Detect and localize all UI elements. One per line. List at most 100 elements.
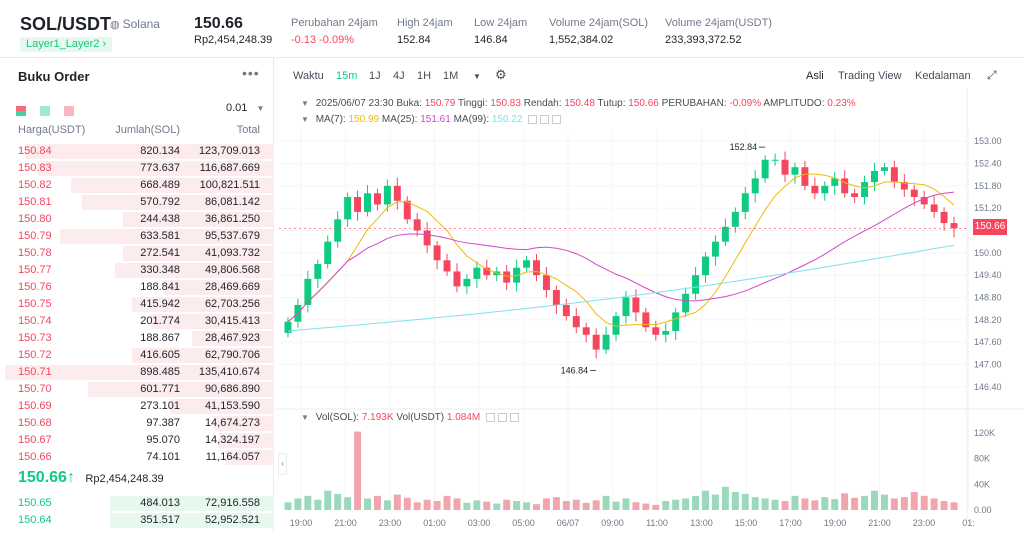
total-cell: 36,861.250 bbox=[204, 213, 260, 225]
collapse-icon[interactable]: ▼ bbox=[301, 99, 309, 108]
candle-body bbox=[443, 260, 451, 272]
legend-close-label: Tutup: bbox=[597, 98, 626, 109]
ask-row[interactable]: 150.76 188.841 28,469.669 bbox=[0, 279, 274, 296]
ask-row[interactable]: 150.78 272.541 41,093.732 bbox=[0, 245, 274, 262]
candle-body bbox=[751, 178, 759, 194]
legend-low: 150.48 bbox=[564, 98, 595, 109]
ask-row[interactable]: 150.77 330.348 49,806.568 bbox=[0, 262, 274, 279]
precision-select[interactable]: 0.01 ▼ bbox=[226, 102, 264, 114]
mode-buy-icon[interactable] bbox=[40, 105, 50, 116]
view-trading-view[interactable]: Trading View bbox=[838, 70, 902, 82]
candle-body bbox=[692, 275, 700, 294]
stat-value: 233,393,372.52 bbox=[665, 34, 742, 46]
collapse-icon[interactable]: ▼ bbox=[301, 413, 309, 422]
ask-row[interactable]: 150.75 415.942 62,703.256 bbox=[0, 296, 274, 313]
volume-tick: 120K bbox=[974, 428, 995, 438]
price-cell: 150.64 bbox=[18, 514, 52, 526]
volume-bar bbox=[493, 503, 501, 510]
pair-title[interactable]: SOL/USDT bbox=[20, 14, 112, 34]
ask-row[interactable]: 150.83 773.637 116,687.669 bbox=[0, 160, 274, 177]
ask-row[interactable]: 150.81 570.792 86,081.142 bbox=[0, 194, 274, 211]
ask-row[interactable]: 150.84 820.134 123,709.013 bbox=[0, 143, 274, 160]
volume-bar bbox=[721, 486, 729, 510]
ask-row[interactable]: 150.70 601.771 90,686.890 bbox=[0, 381, 274, 398]
candle-body bbox=[871, 170, 878, 183]
eye-icon[interactable] bbox=[528, 114, 538, 124]
ask-row[interactable]: 150.74 201.774 30,415.413 bbox=[0, 313, 274, 330]
ask-row[interactable]: 150.69 273.101 41,153.590 bbox=[0, 398, 274, 415]
total-cell: 62,703.256 bbox=[204, 298, 260, 310]
ask-row[interactable]: 150.67 95.070 14,324.197 bbox=[0, 432, 274, 449]
caret-down-icon[interactable]: ▼ bbox=[473, 72, 481, 81]
candle-body bbox=[771, 159, 779, 161]
candle-body bbox=[314, 264, 322, 279]
panel-collapse-icon[interactable]: ‹ bbox=[278, 453, 287, 475]
category-tag[interactable]: Layer1_Layer2 › bbox=[20, 37, 113, 52]
ticker-header: SOL/USDT ◍ Solana Layer1_Layer2 › 150.66 … bbox=[0, 0, 1024, 58]
view-asli[interactable]: Asli bbox=[806, 70, 824, 82]
total-cell: 11,164.057 bbox=[205, 451, 260, 463]
candle-body bbox=[721, 226, 729, 242]
mode-both-icon[interactable] bbox=[16, 105, 26, 116]
gear-icon[interactable]: ⚙ bbox=[495, 67, 507, 82]
expand-icon[interactable]: ⤢ bbox=[987, 68, 997, 82]
ask-row[interactable]: 150.82 668.489 100,821.511 bbox=[0, 177, 274, 194]
gear-icon[interactable] bbox=[498, 412, 508, 422]
tab-1m[interactable]: 1M bbox=[443, 70, 459, 82]
tab-waktu[interactable]: Waktu bbox=[293, 70, 324, 82]
price-tick: 147.00 bbox=[974, 360, 1002, 370]
volume-bar bbox=[662, 501, 670, 510]
collapse-icon[interactable]: ▼ bbox=[301, 115, 309, 124]
price-tick: 148.20 bbox=[974, 315, 1002, 325]
stat-volume-usdt: Volume 24jam(USDT) 233,393,372.52 bbox=[665, 17, 772, 46]
tab-1j[interactable]: 1J bbox=[369, 70, 381, 82]
ask-row[interactable]: 150.80 244.438 36,861.250 bbox=[0, 211, 274, 228]
ask-row[interactable]: 150.66 74.101 11,164.057 bbox=[0, 449, 274, 466]
candle-body bbox=[284, 321, 292, 333]
last-price-idr: Rp2,454,248.39 bbox=[194, 34, 273, 46]
depth-bar bbox=[131, 348, 274, 363]
price-tick: 151.80 bbox=[974, 181, 1002, 191]
close-icon[interactable] bbox=[510, 412, 520, 422]
candlestick-chart[interactable]: 153.00152.40151.80151.20150.60150.00149.… bbox=[275, 58, 1024, 533]
depth-bar bbox=[224, 450, 274, 465]
candle-body bbox=[334, 219, 342, 242]
total-cell: 14,324.197 bbox=[204, 434, 260, 446]
volume-bar bbox=[781, 501, 789, 510]
candle-body bbox=[930, 204, 938, 212]
price-cell: 150.69 bbox=[18, 400, 52, 412]
ma99-line bbox=[287, 244, 955, 332]
bid-row[interactable]: 150.64 351.517 52,952.521 bbox=[0, 512, 274, 529]
depth-bar bbox=[191, 331, 274, 346]
depth-bar bbox=[219, 433, 274, 448]
volume-bar bbox=[463, 502, 471, 510]
view-kedalaman[interactable]: Kedalaman bbox=[915, 70, 971, 82]
close-icon[interactable] bbox=[552, 114, 562, 124]
total-cell: 90,686.890 bbox=[204, 383, 260, 395]
mid-price-value: 150.66 bbox=[18, 469, 67, 486]
bid-row[interactable]: 150.65 484.013 72,916.558 bbox=[0, 495, 274, 512]
ask-row[interactable]: 150.68 97.387 14,674.273 bbox=[0, 415, 274, 432]
stat-label: High 24jam bbox=[397, 17, 453, 29]
total-cell: 52,952.521 bbox=[204, 514, 260, 526]
volume-bar bbox=[453, 498, 461, 510]
ask-row[interactable]: 150.73 188.867 28,467.923 bbox=[0, 330, 274, 347]
gear-icon[interactable] bbox=[540, 114, 550, 124]
mode-sell-icon[interactable] bbox=[64, 105, 74, 116]
depth-bar bbox=[5, 365, 274, 380]
tab-1h[interactable]: 1H bbox=[417, 70, 432, 82]
tab-15m[interactable]: 15m bbox=[336, 70, 358, 82]
time-tick: 15:00 bbox=[735, 518, 758, 528]
volume-bar bbox=[940, 501, 948, 510]
ask-row[interactable]: 150.72 416.605 62,790.706 bbox=[0, 347, 274, 364]
volume-bar bbox=[334, 493, 342, 510]
tab-4j[interactable]: 4J bbox=[393, 70, 405, 82]
ask-row[interactable]: 150.71 898.485 135,410.674 bbox=[0, 364, 274, 381]
depth-bar bbox=[82, 195, 274, 210]
ask-row[interactable]: 150.79 633.581 95,537.679 bbox=[0, 228, 274, 245]
more-icon[interactable]: ••• bbox=[242, 65, 260, 81]
eye-icon[interactable] bbox=[486, 412, 496, 422]
total-cell: 116,687.669 bbox=[199, 162, 260, 174]
depth-bar bbox=[60, 229, 274, 244]
amount-cell: 820.134 bbox=[140, 145, 180, 157]
